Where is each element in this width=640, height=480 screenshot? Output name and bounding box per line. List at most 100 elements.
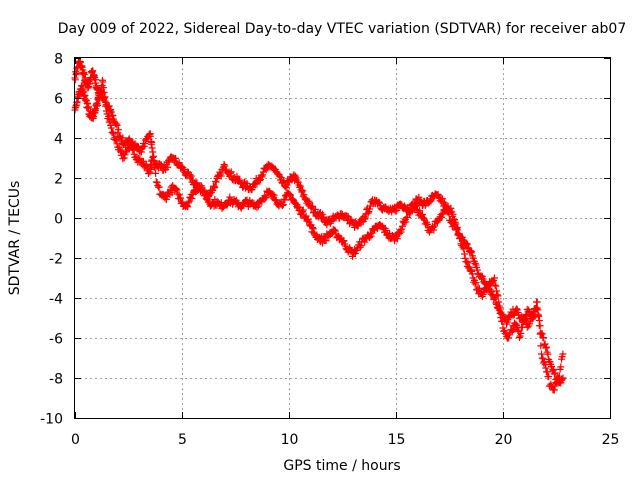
data-point-marker [550, 370, 558, 378]
data-point-marker [540, 359, 548, 367]
data-point-marker [536, 330, 544, 338]
data-point-marker [113, 140, 121, 148]
data-point-marker [187, 172, 195, 180]
data-point-marker [361, 214, 369, 222]
axis-ticks [75, 58, 611, 419]
data-point-marker [533, 298, 541, 306]
data-point-marker [276, 172, 284, 180]
data-point-marker [199, 187, 207, 195]
data-point-marker [455, 230, 463, 238]
data-point-marker [469, 254, 477, 262]
data-point-marker [471, 280, 479, 288]
data-point-marker [223, 201, 231, 209]
data-point-marker [107, 124, 115, 132]
data-point-marker [434, 190, 442, 198]
data-point-marker [453, 224, 461, 232]
data-point-marker [480, 279, 488, 287]
data-point-marker [498, 318, 506, 326]
data-point-marker [253, 203, 261, 211]
data-point-marker [493, 287, 501, 295]
data-point-marker [367, 232, 375, 240]
data-point-marker [490, 274, 498, 282]
data-point-marker [100, 88, 108, 96]
y-tick-label: -6 [49, 332, 63, 348]
data-point-marker [337, 210, 345, 218]
data-point-marker [249, 184, 257, 192]
data-point-marker [471, 259, 479, 267]
data-point-marker [366, 205, 374, 213]
x-tick-label: 0 [71, 432, 80, 448]
data-point-marker [541, 340, 549, 348]
data-point-marker [505, 334, 513, 342]
data-point-marker [236, 176, 244, 184]
grid [75, 58, 610, 418]
data-point-marker [472, 279, 480, 287]
data-point-marker [496, 304, 504, 312]
data-point-marker [416, 207, 424, 215]
data-point-marker [458, 242, 466, 250]
y-tick-label: 2 [54, 172, 63, 188]
data-point-marker [467, 249, 475, 257]
data-point-marker [120, 154, 128, 162]
data-point-marker [175, 159, 183, 167]
data-point-marker [542, 344, 550, 352]
data-point-marker [344, 212, 352, 220]
data-point-marker [113, 121, 121, 129]
data-point-marker [415, 193, 423, 201]
data-point-marker [538, 350, 546, 358]
data-point-marker [300, 191, 308, 199]
data-point-marker [281, 182, 289, 190]
data-point-marker [340, 237, 348, 245]
data-point-marker [544, 350, 552, 358]
data-point-marker [296, 182, 304, 190]
data-point-marker [291, 199, 299, 207]
data-point-marker [537, 329, 545, 337]
data-point-marker [534, 306, 542, 314]
data-point-marker [210, 182, 218, 190]
data-point-marker [100, 84, 108, 92]
data-point-marker [461, 254, 469, 262]
data-point-marker [299, 187, 307, 195]
data-point-marker [538, 354, 546, 362]
data-point-marker [162, 195, 170, 203]
data-point-marker [418, 210, 426, 218]
data-point-marker [153, 179, 161, 187]
data-point-marker [354, 222, 362, 230]
data-point-marker [512, 320, 520, 328]
data-point-marker [535, 322, 543, 330]
data-point-marker [202, 191, 210, 199]
data-point-marker [164, 163, 172, 171]
data-point-marker [361, 215, 369, 223]
x-tick-label: 10 [281, 432, 299, 448]
y-tick-label: 4 [54, 132, 63, 148]
data-point-marker [188, 194, 196, 202]
data-point-marker [540, 358, 548, 366]
x-tick-label: 15 [388, 432, 406, 448]
data-point-marker [489, 277, 497, 285]
data-point-marker [254, 202, 262, 210]
data-point-marker [198, 183, 206, 191]
chart-title: Day 009 of 2022, Sidereal Day-to-day VTE… [58, 21, 627, 37]
data-point-marker [357, 242, 365, 250]
data-point-marker [449, 210, 457, 218]
data-point-marker [510, 325, 518, 333]
data-point-marker [441, 199, 449, 207]
data-point-marker [305, 197, 313, 205]
data-point-marker [543, 343, 551, 351]
data-point-marker [309, 225, 317, 233]
data-point-marker [515, 333, 523, 341]
data-point-marker [539, 355, 547, 363]
data-point-marker [107, 108, 115, 116]
data-point-marker [217, 172, 225, 180]
data-point-marker [174, 190, 182, 198]
y-tick-label: 6 [54, 92, 63, 108]
y-tick-label: -8 [49, 372, 63, 388]
data-point-marker [119, 155, 127, 163]
data-point-marker [177, 194, 185, 202]
data-point-marker [152, 169, 160, 177]
data-point-marker [172, 154, 180, 162]
data-point-marker [112, 120, 120, 128]
data-point-marker [392, 234, 400, 242]
data-point-marker [165, 158, 173, 166]
